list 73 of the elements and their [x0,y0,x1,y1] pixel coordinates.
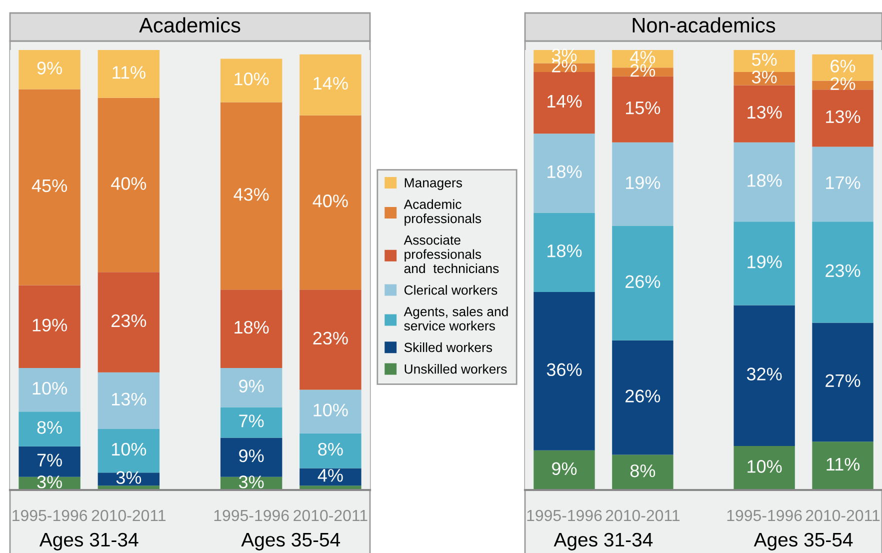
chart-title: Academics [139,17,240,33]
data-label: 7% [37,454,62,466]
data-label: 10% [112,442,146,456]
data-label: 8% [630,464,656,478]
legend-label: Clerical workers [404,285,498,295]
data-label: 10% [32,382,67,395]
text: Ages 35-54 [754,532,853,550]
data-label: 10% [748,460,782,473]
data-label: 7% [239,414,264,428]
data-label: 19% [32,318,67,332]
legend-label: Academic professionals [404,199,482,226]
x-tick-label: 2010-2011 [294,510,368,522]
text: Ages 31-34 [554,532,653,550]
data-label: 9% [37,62,62,74]
data-label: 8% [37,421,62,434]
legend-label: Agents, sales and service workers [404,306,508,330]
data-label: 2% [630,64,656,77]
data-label: 26% [626,390,660,402]
data-label: 3% [752,70,777,84]
data-label: 18% [548,244,582,258]
data-label: 13% [826,110,860,124]
data-label: 40% [111,177,146,190]
chart-title: Non-academics [632,17,776,33]
data-label: 3% [116,471,142,484]
data-label: 36% [546,363,582,376]
data-label: 14% [314,76,348,90]
legend-label: Associate professionals and technicians [404,235,499,274]
legend-label: Skilled workers [404,342,492,352]
x-tick-label: 2010-2011 [806,510,880,522]
data-label: 3% [238,476,264,488]
data-label: 4% [630,50,656,64]
data-label: 15% [626,102,660,114]
data-label: 2% [830,77,856,90]
data-label: 26% [626,275,660,288]
data-label: 14% [548,94,582,108]
data-label: 23% [826,264,860,278]
data-label: 19% [748,255,782,268]
x-tick-label: 1995-1996 [527,510,602,522]
data-label: 13% [112,392,146,406]
data-label: 23% [313,332,348,345]
data-label: 10% [314,404,348,416]
data-label: 13% [748,106,782,119]
x-tick-label: 1995-1996 [727,510,802,522]
data-label: 40% [312,194,348,208]
text: Ages 31-34 [39,532,138,550]
x-tick-label: 1995-1996 [12,510,88,522]
data-label: 43% [234,188,269,201]
data-label: 5% [752,53,777,66]
legend-label: Managers [404,178,462,190]
data-label: 11% [112,66,146,79]
data-label: 8% [318,442,343,456]
data-label: 17% [826,176,860,189]
data-label: 9% [239,380,264,392]
data-label: 3% [37,476,62,488]
data-label: 10% [234,72,269,86]
data-label: 45% [32,179,67,192]
data-label: 11% [826,458,860,471]
data-label: 18% [748,174,782,187]
data-label: 27% [826,374,860,387]
x-tick-label: 1995-1996 [214,510,289,522]
data-label: 18% [548,165,582,178]
data-label: 19% [626,176,660,190]
data-label: 9% [239,449,264,462]
legend-label: Unskilled workers [404,364,507,374]
data-label: 6% [830,60,856,72]
data-label: 23% [112,314,146,328]
x-tick-label: 2010-2011 [606,510,680,522]
data-label: 32% [746,368,782,380]
data-label: 18% [234,320,269,334]
x-tick-label: 2010-2011 [92,510,166,522]
data-label: 9% [552,462,577,476]
data-label: 4% [318,469,343,482]
text: Ages 35-54 [241,532,340,550]
